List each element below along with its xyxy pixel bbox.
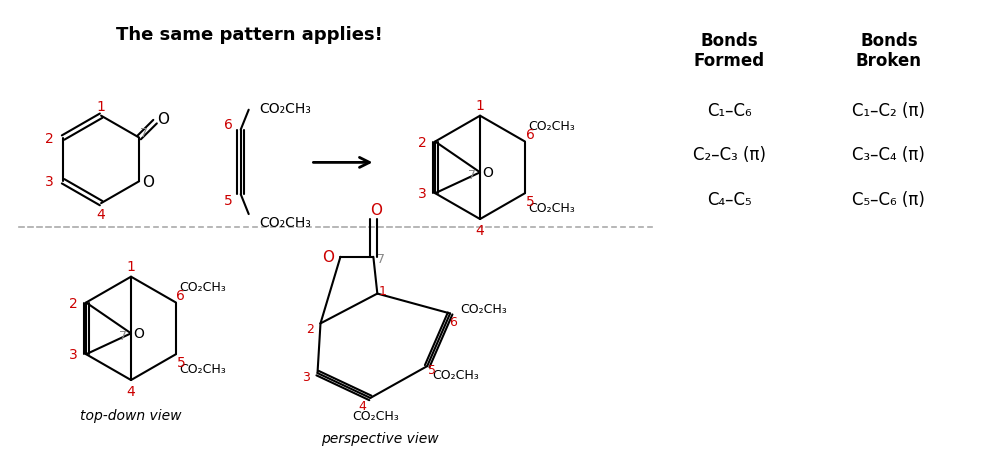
Text: 1: 1	[475, 98, 484, 112]
Text: 6: 6	[225, 117, 234, 131]
Text: CO₂CH₃: CO₂CH₃	[528, 120, 575, 133]
Text: CO₂CH₃: CO₂CH₃	[259, 216, 311, 230]
Text: top-down view: top-down view	[81, 408, 182, 422]
Text: 2: 2	[417, 135, 426, 149]
Text: CO₂CH₃: CO₂CH₃	[528, 201, 575, 214]
Text: CO₂CH₃: CO₂CH₃	[179, 281, 226, 294]
Text: C₁–C₆: C₁–C₆	[707, 101, 751, 120]
Text: 3: 3	[45, 175, 54, 189]
Text: CO₂CH₃: CO₂CH₃	[259, 101, 311, 115]
Text: 1: 1	[126, 259, 135, 273]
Text: CO₂CH₃: CO₂CH₃	[352, 410, 399, 423]
Text: C₂–C₃ (π): C₂–C₃ (π)	[693, 146, 765, 164]
Text: 6: 6	[177, 288, 185, 302]
Text: C₄–C₅: C₄–C₅	[707, 191, 751, 209]
Text: Bonds
Formed: Bonds Formed	[694, 32, 765, 70]
Text: 4: 4	[476, 224, 484, 237]
Text: 6: 6	[449, 315, 457, 328]
Text: 3: 3	[417, 187, 426, 201]
Text: O: O	[371, 202, 383, 217]
Text: perspective view: perspective view	[321, 431, 439, 445]
Text: 3: 3	[69, 347, 78, 361]
Text: 4: 4	[359, 400, 367, 413]
Text: O: O	[133, 327, 144, 341]
Text: 7: 7	[140, 127, 148, 140]
Text: C₁–C₂ (π): C₁–C₂ (π)	[853, 101, 925, 120]
Text: Bonds
Broken: Bonds Broken	[856, 32, 921, 70]
Text: 5: 5	[526, 195, 535, 209]
Text: 2: 2	[306, 322, 314, 335]
Text: O: O	[142, 175, 154, 189]
Text: 5: 5	[177, 355, 185, 369]
Text: 4: 4	[126, 384, 135, 398]
Text: 4: 4	[96, 207, 105, 221]
Text: 5: 5	[225, 194, 234, 208]
Text: 2: 2	[45, 131, 54, 145]
Text: O: O	[483, 166, 493, 180]
Text: 1: 1	[96, 100, 105, 114]
Text: CO₂CH₃: CO₂CH₃	[432, 368, 479, 381]
Text: 7: 7	[119, 329, 127, 342]
Text: C₃–C₄ (π): C₃–C₄ (π)	[853, 146, 925, 164]
Text: C₅–C₆ (π): C₅–C₆ (π)	[853, 191, 925, 209]
Text: 6: 6	[526, 127, 535, 141]
Text: 3: 3	[301, 370, 309, 383]
Text: The same pattern applies!: The same pattern applies!	[116, 26, 383, 44]
Text: O: O	[322, 250, 334, 265]
Text: 5: 5	[428, 363, 436, 376]
Text: CO₂CH₃: CO₂CH₃	[179, 362, 226, 375]
Text: O: O	[157, 112, 169, 127]
Text: 7: 7	[378, 253, 386, 266]
Text: CO₂CH₃: CO₂CH₃	[460, 302, 507, 315]
Text: 2: 2	[69, 296, 78, 310]
Text: 7: 7	[468, 168, 476, 181]
Text: 1: 1	[379, 285, 387, 298]
